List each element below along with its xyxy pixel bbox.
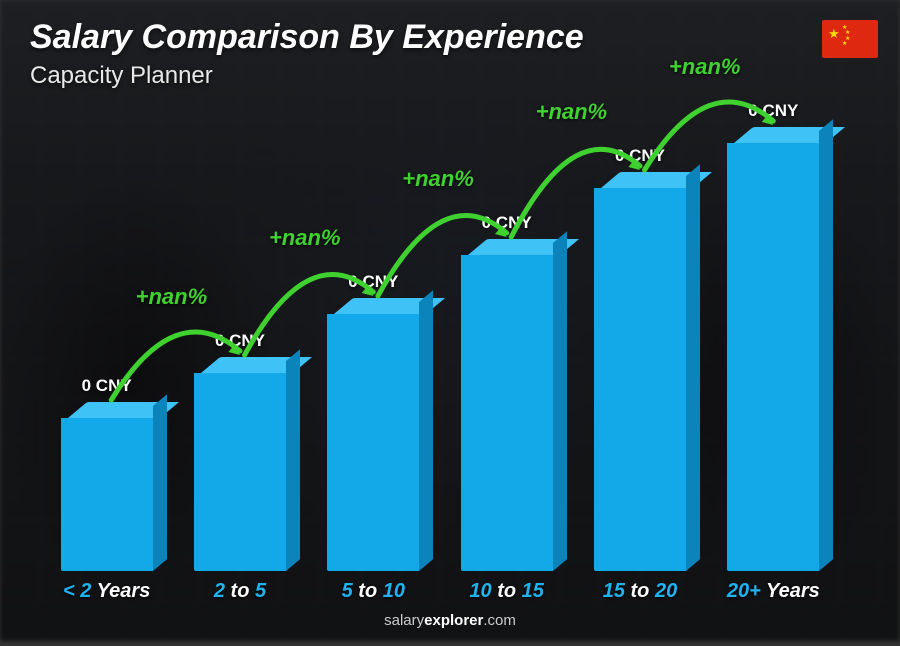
- chart-container: Salary Comparison By Experience Capacity…: [0, 0, 900, 641]
- bar-slot: 0 CNY10 to 15: [440, 120, 573, 571]
- footer-text-suffix: .com: [483, 612, 516, 629]
- bar-value-label: 0 CNY: [748, 101, 798, 121]
- bar: [327, 298, 419, 571]
- category-label: < 2 Years: [63, 580, 150, 603]
- category-label: 5 to 10: [342, 580, 405, 603]
- bar-value-label: 0 CNY: [348, 272, 398, 292]
- bar-slot: 0 CNY2 to 5: [173, 120, 306, 571]
- growth-arc-label: +nan%: [669, 54, 741, 80]
- bar-slot: 0 CNY15 to 20: [573, 120, 706, 571]
- chart-title: Salary Comparison By Experience: [30, 18, 584, 57]
- chart-subtitle: Capacity Planner: [30, 62, 213, 90]
- footer-text: salary: [384, 612, 424, 629]
- category-label: 20+ Years: [727, 580, 820, 603]
- bar: [61, 402, 153, 571]
- bar-slot: 0 CNY20+ Years: [707, 120, 840, 571]
- category-label: 2 to 5: [214, 580, 266, 603]
- bar-chart: 0 CNY< 2 Years0 CNY2 to 50 CNY5 to 100 C…: [40, 120, 840, 571]
- bar-value-label: 0 CNY: [482, 213, 532, 233]
- bar: [461, 239, 553, 571]
- category-label: 15 to 20: [603, 580, 678, 603]
- bar: [594, 172, 686, 571]
- bar-slot: 0 CNY5 to 10: [307, 120, 440, 571]
- category-label: 10 to 15: [469, 580, 544, 603]
- footer-attribution: salaryexplorer.com: [0, 612, 900, 629]
- bar-value-label: 0 CNY: [615, 146, 665, 166]
- bar: [194, 357, 286, 571]
- bar-slot: 0 CNY< 2 Years: [40, 120, 173, 571]
- bar-value-label: 0 CNY: [82, 376, 132, 396]
- bar-value-label: 0 CNY: [215, 331, 265, 351]
- country-flag-icon: ★ ★ ★ ★ ★: [822, 20, 878, 58]
- bar: [727, 127, 819, 571]
- footer-text-bold: explorer: [424, 612, 483, 629]
